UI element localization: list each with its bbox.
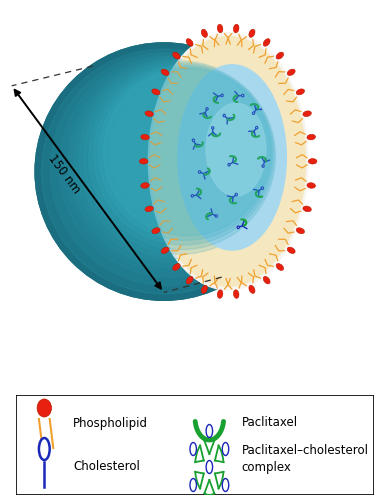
Ellipse shape (307, 134, 316, 140)
Ellipse shape (79, 60, 278, 259)
Ellipse shape (234, 290, 239, 298)
Ellipse shape (276, 52, 284, 59)
Ellipse shape (94, 65, 274, 245)
Ellipse shape (228, 164, 230, 166)
Ellipse shape (222, 442, 229, 456)
Ellipse shape (45, 46, 289, 291)
Ellipse shape (74, 58, 280, 264)
Ellipse shape (139, 158, 148, 164)
Ellipse shape (206, 104, 266, 196)
Ellipse shape (237, 226, 239, 228)
Ellipse shape (252, 112, 255, 114)
Ellipse shape (206, 496, 213, 500)
Ellipse shape (262, 165, 264, 168)
Ellipse shape (263, 276, 270, 284)
Ellipse shape (84, 61, 277, 254)
Ellipse shape (151, 36, 305, 286)
Ellipse shape (69, 56, 282, 268)
Ellipse shape (235, 194, 238, 196)
Ellipse shape (41, 50, 286, 294)
Ellipse shape (76, 63, 274, 260)
Ellipse shape (50, 48, 288, 286)
Ellipse shape (206, 108, 208, 110)
Ellipse shape (307, 182, 316, 188)
Ellipse shape (308, 158, 317, 164)
Ellipse shape (296, 228, 305, 234)
Ellipse shape (190, 442, 197, 456)
Ellipse shape (60, 52, 285, 277)
Ellipse shape (201, 286, 207, 294)
Ellipse shape (191, 194, 193, 197)
Ellipse shape (234, 24, 239, 33)
Text: Paclitaxel: Paclitaxel (242, 416, 298, 430)
Ellipse shape (152, 89, 160, 95)
Ellipse shape (190, 478, 197, 492)
Ellipse shape (222, 478, 229, 492)
Ellipse shape (303, 111, 311, 116)
Ellipse shape (206, 460, 213, 473)
Ellipse shape (186, 38, 193, 46)
Ellipse shape (85, 66, 271, 252)
Ellipse shape (161, 247, 169, 254)
Text: 150 nm: 150 nm (46, 152, 83, 196)
Ellipse shape (242, 94, 244, 97)
Ellipse shape (145, 206, 153, 212)
Ellipse shape (296, 89, 305, 95)
Ellipse shape (35, 43, 293, 300)
Ellipse shape (173, 264, 180, 270)
Ellipse shape (40, 44, 291, 296)
Ellipse shape (99, 66, 272, 240)
Ellipse shape (94, 70, 268, 244)
Ellipse shape (145, 111, 153, 116)
Ellipse shape (37, 399, 51, 417)
Ellipse shape (59, 56, 280, 277)
Ellipse shape (215, 214, 217, 217)
Ellipse shape (249, 286, 255, 294)
Ellipse shape (261, 187, 263, 190)
Ellipse shape (249, 29, 255, 38)
Ellipse shape (217, 290, 223, 298)
Ellipse shape (173, 52, 180, 59)
Ellipse shape (255, 126, 258, 129)
Ellipse shape (103, 68, 271, 236)
Ellipse shape (50, 52, 283, 286)
Ellipse shape (141, 134, 149, 140)
Ellipse shape (192, 139, 195, 141)
Ellipse shape (303, 206, 311, 212)
Ellipse shape (148, 32, 308, 290)
Ellipse shape (152, 228, 160, 234)
Ellipse shape (217, 24, 223, 33)
Ellipse shape (276, 264, 284, 270)
Ellipse shape (263, 38, 270, 46)
Ellipse shape (186, 276, 193, 284)
Ellipse shape (39, 438, 50, 460)
Ellipse shape (89, 63, 275, 250)
Ellipse shape (212, 126, 214, 129)
Ellipse shape (178, 64, 286, 250)
Ellipse shape (35, 43, 293, 300)
Ellipse shape (206, 424, 213, 438)
Ellipse shape (55, 50, 286, 282)
Ellipse shape (287, 247, 295, 254)
Ellipse shape (221, 94, 223, 96)
Text: Cholesterol: Cholesterol (73, 460, 140, 473)
Ellipse shape (64, 54, 283, 272)
Ellipse shape (201, 29, 207, 38)
Ellipse shape (161, 69, 169, 75)
Text: Paclitaxel–cholesterol
complex: Paclitaxel–cholesterol complex (242, 444, 369, 474)
Ellipse shape (287, 69, 295, 75)
Text: Phospholipid: Phospholipid (73, 416, 148, 430)
Ellipse shape (223, 114, 225, 117)
Ellipse shape (67, 60, 277, 269)
Ellipse shape (141, 182, 149, 188)
FancyBboxPatch shape (16, 395, 374, 495)
Ellipse shape (199, 170, 201, 173)
